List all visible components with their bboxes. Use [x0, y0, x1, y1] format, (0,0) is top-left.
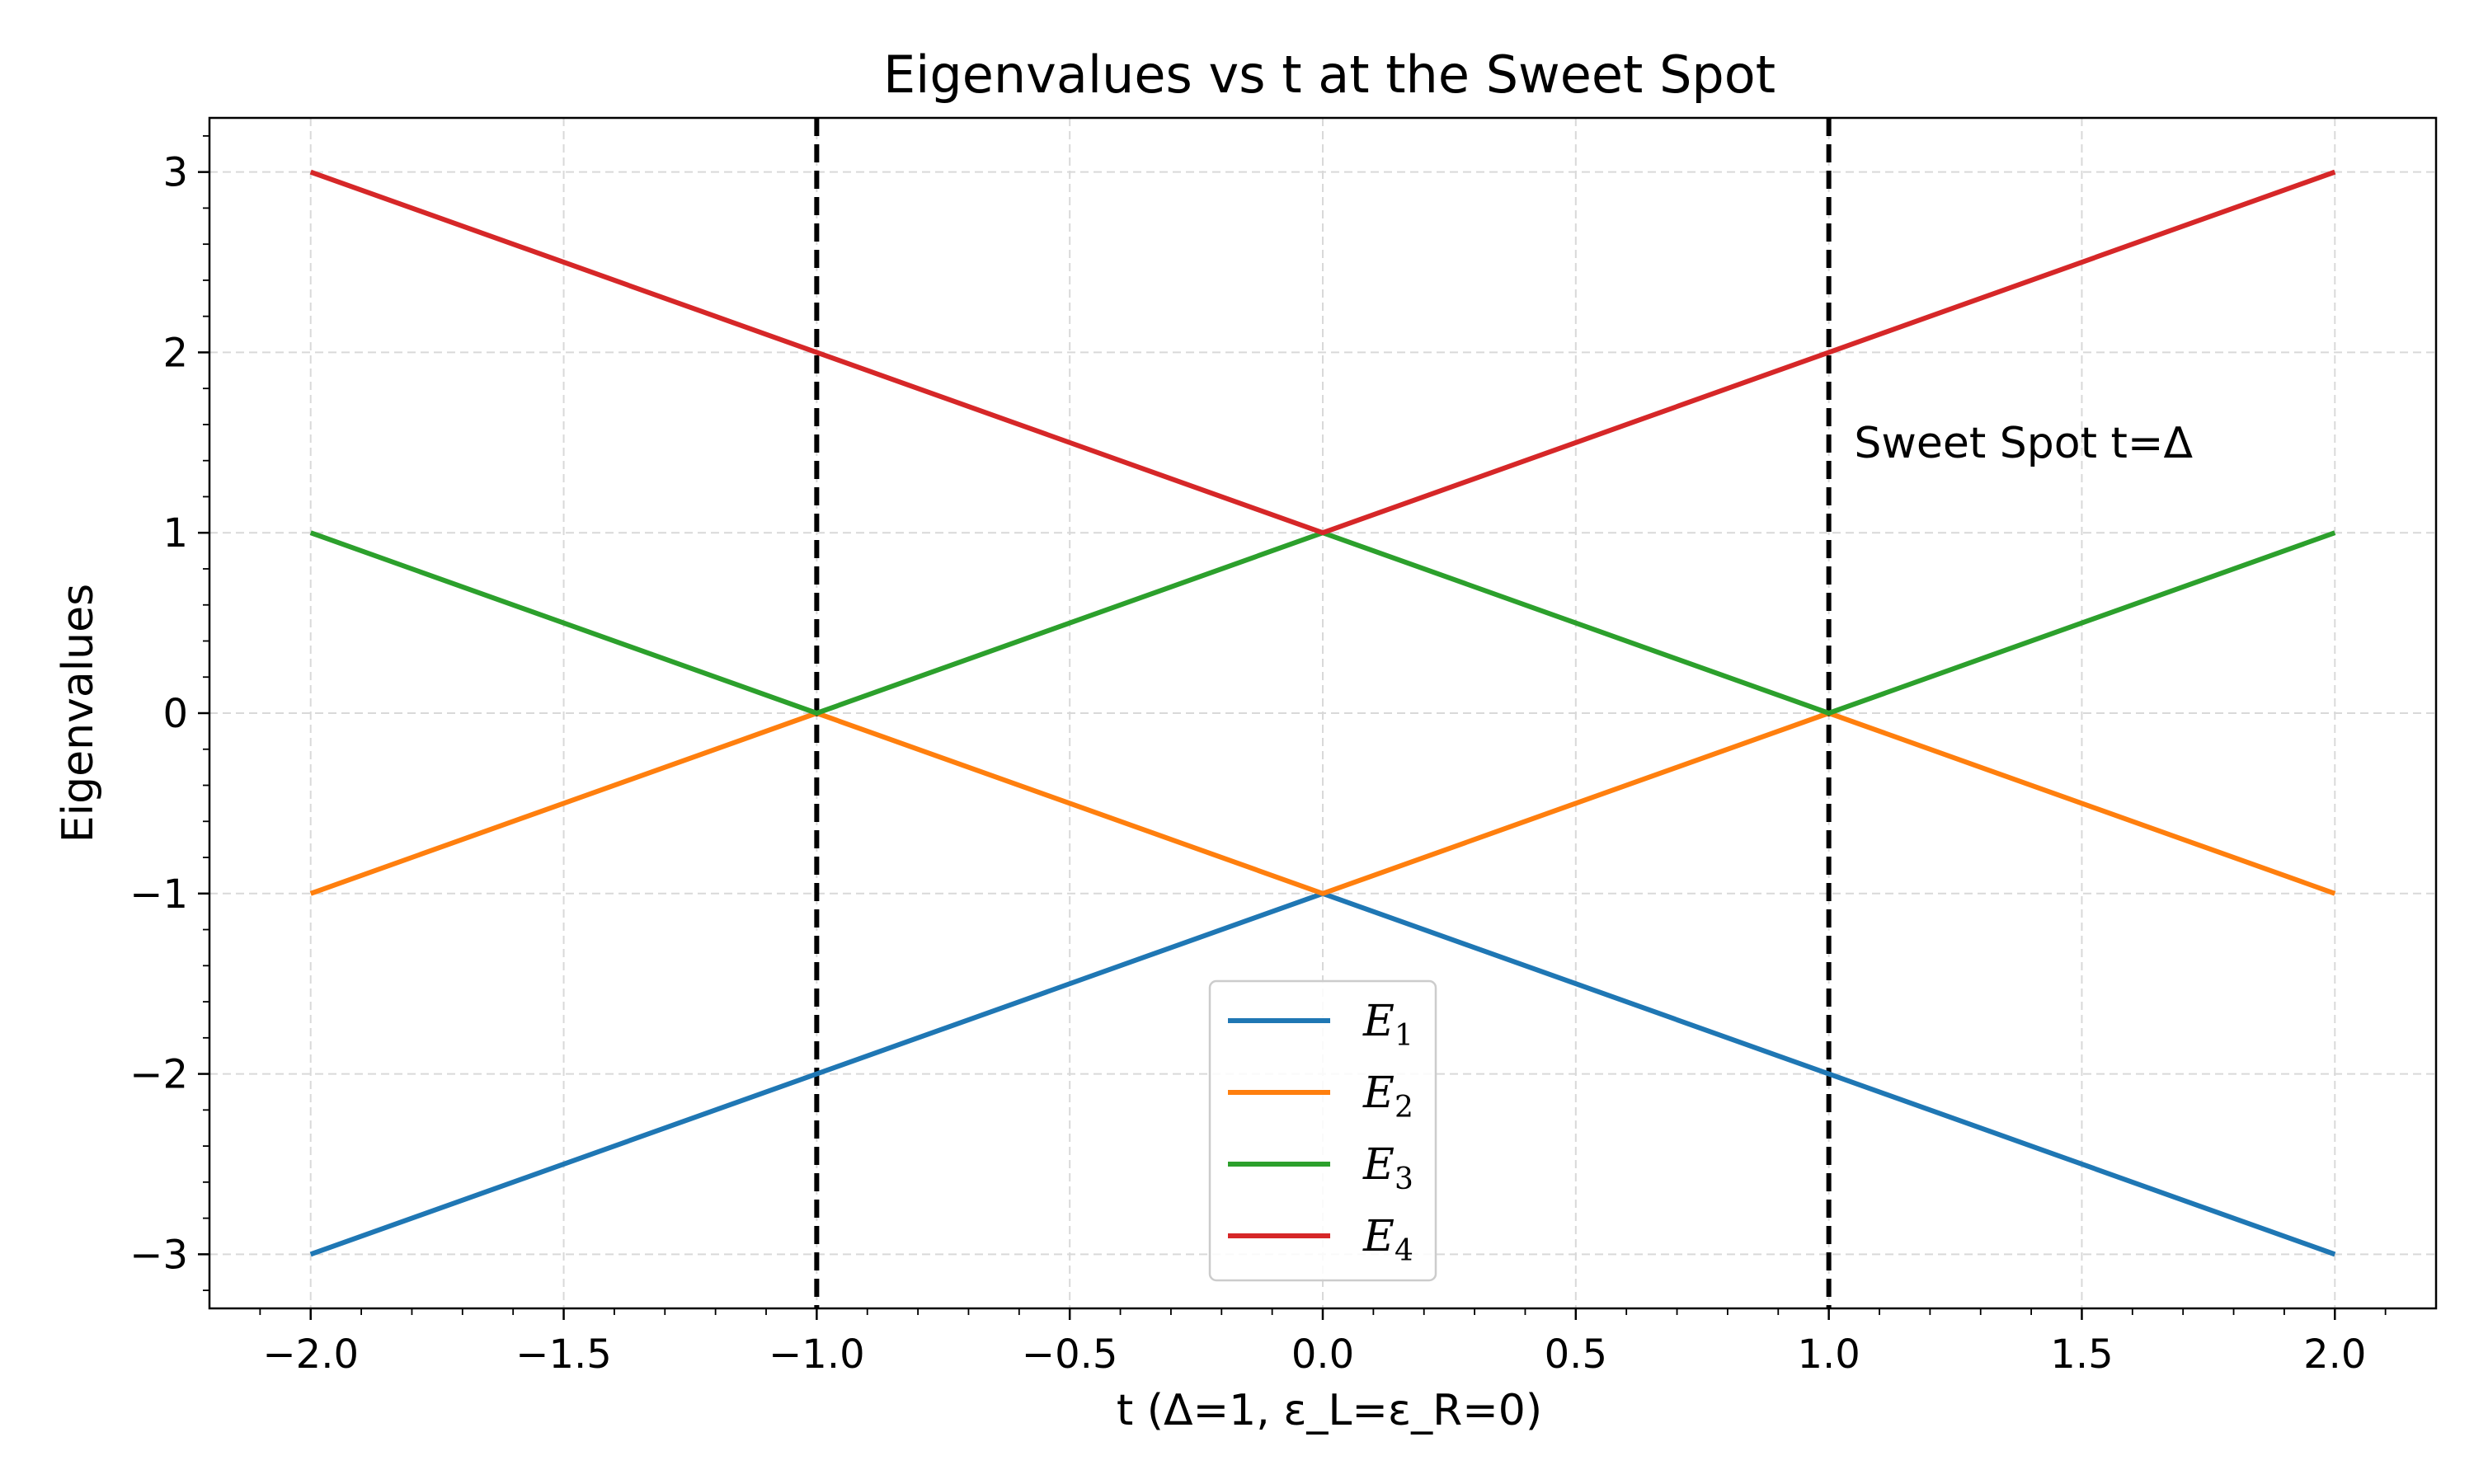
- x-tick-label: −2.0: [262, 1331, 359, 1378]
- series-line-e4: [309, 169, 2336, 536]
- tick-layer: −2.0 −1.5 −1.0 −0.5 0.0 0.5 1.0 1.5 2.0 −3 −2 −1 0 1 2…: [129, 134, 2387, 1378]
- y-tick-label: 1: [162, 510, 188, 556]
- x-tick-label: −0.5: [1022, 1331, 1118, 1378]
- y-tick-label: 2: [162, 330, 188, 376]
- x-axis-title: t (Δ=1, ε_L=ε_R=0): [1117, 1386, 1542, 1435]
- y-tick-label: −2: [129, 1052, 188, 1098]
- legend-box: [1208, 979, 1437, 1282]
- sweet-spot-annotation: Sweet Spot t=Δ: [1854, 419, 2193, 468]
- x-tick-label: 0.5: [1545, 1331, 1607, 1378]
- y-tick-label: −3: [129, 1232, 188, 1278]
- y-axis-title: Eigenvalues: [54, 584, 103, 843]
- y-tick-label: 3: [162, 150, 188, 196]
- series-layer: [309, 169, 2336, 1257]
- x-tick-label: −1.0: [769, 1331, 865, 1378]
- chart-title: Eigenvalues vs t at the Sweet Spot: [883, 45, 1776, 105]
- x-tick-label: 1.5: [2050, 1331, 2113, 1378]
- series-line-e2: [309, 711, 2336, 896]
- x-tick-label: 2.0: [2303, 1331, 2366, 1378]
- y-tick-label: 0: [162, 691, 188, 737]
- x-tick-label: 0.0: [1291, 1331, 1354, 1378]
- x-tick-label: 1.0: [1797, 1331, 1860, 1378]
- x-tick-label: −1.5: [515, 1331, 612, 1378]
- y-tick-label: −1: [129, 871, 188, 918]
